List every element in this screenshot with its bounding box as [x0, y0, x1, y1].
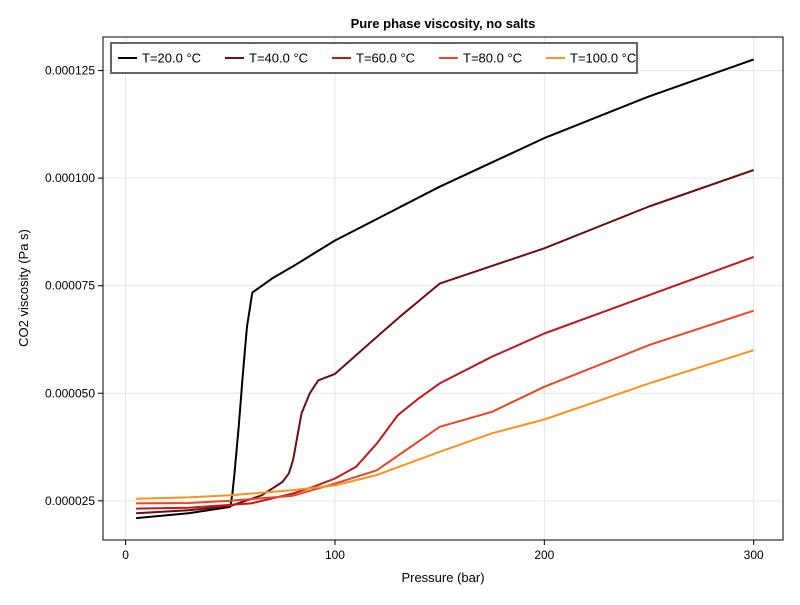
x-tick-label: 300	[744, 548, 764, 562]
y-axis-label: CO2 viscosity (Pa s)	[16, 229, 31, 347]
x-tick-label: 0	[122, 548, 129, 562]
legend-label: T=20.0 °C	[142, 51, 201, 66]
x-tick-label: 100	[325, 548, 345, 562]
y-tick-label: 0.000050	[45, 386, 95, 400]
legend: T=20.0 °C T=40.0 °C T=60.0 °C T=80.0 °C T=10…	[110, 42, 638, 74]
series-line-0	[136, 58, 755, 520]
x-axis-label: Pressure (bar)	[401, 570, 484, 585]
series-line-2	[136, 255, 755, 510]
grid	[103, 37, 783, 540]
y-tick-label: 0.000075	[45, 279, 95, 293]
y-tick-label: 0.000025	[45, 494, 95, 508]
legend-label: T=40.0 °C	[249, 51, 308, 66]
plot-frame	[102, 36, 784, 541]
series-line-1	[136, 169, 755, 515]
y-tick-label: 0.000100	[45, 171, 95, 185]
legend-label: T=100.0 °C	[570, 51, 636, 66]
series-lines	[136, 58, 755, 520]
legend-label: T=80.0 °C	[463, 51, 522, 66]
axis-ticks: 0 100 200 300 0.000025 0.000050 0.000075 0.0001…	[45, 64, 764, 562]
series-line-3	[136, 309, 755, 505]
y-tick-label: 0.000125	[45, 64, 95, 78]
series-line-4	[136, 349, 755, 500]
x-tick-label: 200	[534, 548, 554, 562]
legend-label: T=60.0 °C	[356, 51, 415, 66]
chart-title: Pure phase viscosity, no salts	[351, 16, 536, 31]
